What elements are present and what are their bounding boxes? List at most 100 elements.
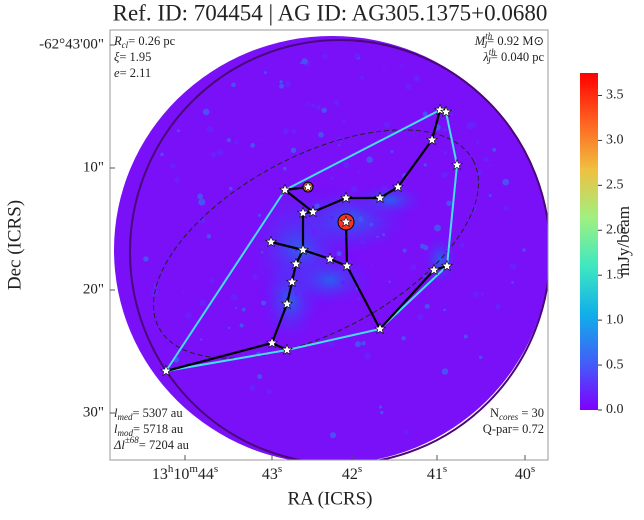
noise xyxy=(423,273,427,277)
core xyxy=(266,336,278,349)
x-axis-label: RA (ICRS) xyxy=(288,488,373,509)
noise xyxy=(480,292,484,296)
core xyxy=(374,322,386,335)
noise xyxy=(350,185,358,193)
noise xyxy=(390,150,394,153)
noise xyxy=(294,249,298,252)
core xyxy=(307,205,319,218)
noise xyxy=(284,80,291,88)
core xyxy=(374,191,386,204)
core xyxy=(440,105,452,118)
noise xyxy=(359,75,365,80)
noise xyxy=(441,171,448,179)
noise xyxy=(463,334,468,339)
noise xyxy=(384,121,391,128)
noise xyxy=(443,150,448,155)
annotation: ξ= 1.95 xyxy=(114,50,151,64)
noise xyxy=(202,108,210,116)
x-tick-number: 42 xyxy=(342,466,358,483)
noise xyxy=(459,242,465,248)
annotation-part: = 2.11 xyxy=(120,66,152,80)
noise xyxy=(476,140,480,145)
annotation-part: cl xyxy=(122,40,129,50)
annotation: Rcl= 0.26 pc xyxy=(113,34,176,50)
colorbar-tick-label: 2.0 xyxy=(606,222,624,237)
noise xyxy=(318,131,324,138)
y-tick-label: -62°43'00" xyxy=(39,36,104,52)
x-tick-unit: s xyxy=(278,463,282,475)
colorbar xyxy=(580,73,598,410)
annotation-part: Q-par= 0.72 xyxy=(483,422,544,436)
noise xyxy=(234,140,239,145)
emission xyxy=(280,250,380,310)
noise xyxy=(330,215,334,220)
core xyxy=(341,259,353,272)
x-tick-unit: s xyxy=(214,463,218,475)
noise xyxy=(321,107,327,114)
annotation-part: N xyxy=(490,406,499,420)
noise xyxy=(357,170,361,173)
colorbar-tick-label: 0.5 xyxy=(606,357,624,372)
noise xyxy=(410,264,417,271)
noise xyxy=(359,238,366,245)
noise xyxy=(182,289,185,293)
annotation-part: = 5718 au xyxy=(133,422,184,436)
core xyxy=(428,263,440,276)
noise xyxy=(290,147,297,154)
core xyxy=(451,158,463,171)
noise xyxy=(522,248,526,252)
noise xyxy=(261,251,264,254)
noise xyxy=(315,104,321,110)
annotation-part: med xyxy=(117,412,132,422)
noise xyxy=(413,75,420,82)
annotation-part: = 7204 au xyxy=(139,438,190,452)
mst-edge xyxy=(397,139,433,188)
noise xyxy=(239,323,244,328)
noise xyxy=(443,308,447,312)
noise xyxy=(228,186,233,191)
noise xyxy=(446,200,452,207)
core xyxy=(281,297,293,310)
noise xyxy=(343,162,350,169)
core xyxy=(290,257,302,270)
colorbar-tick-label: 1.0 xyxy=(606,312,624,327)
noise xyxy=(322,53,328,59)
x-tick-label: 13h10m44s xyxy=(152,463,218,483)
noise xyxy=(278,279,282,283)
mst-edge xyxy=(430,109,442,141)
core xyxy=(281,343,293,356)
core xyxy=(279,183,291,196)
annotation-part: R xyxy=(113,34,122,48)
noise xyxy=(199,299,207,307)
core xyxy=(302,180,314,193)
noise xyxy=(495,303,501,310)
noise xyxy=(503,205,509,211)
core xyxy=(434,103,446,116)
noise xyxy=(466,122,474,130)
noise xyxy=(357,297,361,301)
noise xyxy=(241,307,246,312)
noise xyxy=(266,389,272,395)
noise xyxy=(328,341,335,348)
noise xyxy=(502,178,510,186)
noise xyxy=(369,222,374,227)
colorbar-tick-label: 3.0 xyxy=(606,133,624,148)
noise xyxy=(442,127,448,133)
annotation-part: J xyxy=(487,56,492,66)
annotation: lmed= 5307 au xyxy=(114,406,183,422)
noise xyxy=(381,185,389,193)
mst-edge xyxy=(284,189,314,213)
noise xyxy=(483,156,489,163)
noise xyxy=(380,410,384,415)
noise xyxy=(378,405,383,409)
x-tick-number: 13 xyxy=(152,466,168,483)
y-tick-label: 20" xyxy=(83,281,104,297)
noise xyxy=(473,291,480,298)
outer-ring xyxy=(129,39,548,460)
noise xyxy=(206,234,212,239)
noise xyxy=(216,149,224,156)
noise xyxy=(226,138,231,143)
noise xyxy=(176,129,180,133)
noise xyxy=(311,228,318,236)
